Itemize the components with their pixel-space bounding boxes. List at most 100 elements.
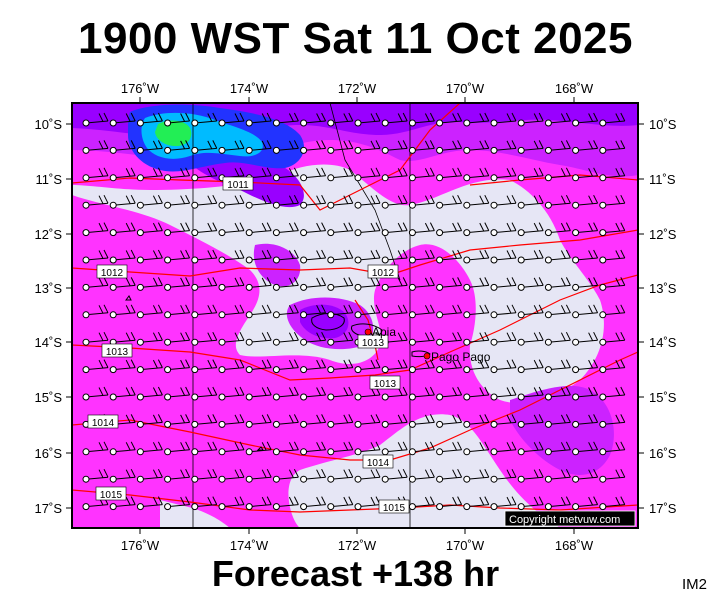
wind-barb [136,386,163,401]
wind-barb [109,496,136,511]
wind-barb [191,140,218,154]
wind-barb [218,194,245,209]
wind-barb [544,167,571,182]
wind-barb [544,277,571,291]
wind-barb [136,331,163,346]
wind-barb [436,386,463,401]
model-label: IM2 [681,576,707,593]
wind-barb [599,386,626,401]
wind-barb [354,441,381,456]
wind-barb [354,167,381,182]
wind-barb [463,468,490,483]
wind-barb [218,468,245,483]
wind-barb [164,194,191,209]
wind-barb [572,140,599,154]
wind-barb [599,277,626,291]
wind-barb [599,304,626,319]
wind-barb [599,441,626,456]
isobar-label: 1013 [369,375,401,390]
wind-barb [272,496,299,511]
wind-barb [245,441,272,456]
lat-label-left: 10˚S [35,117,63,132]
wind-barb [490,359,517,374]
wind-barb [354,359,381,374]
copyright-text: Copyright metvuw.com [509,514,620,526]
lat-label-right: 17˚S [649,501,677,516]
wind-barb [490,386,517,401]
wind-barb [300,331,327,346]
wind-barb [517,167,544,182]
lon-label-bottom: 172˚W [338,538,377,553]
wind-barb [436,277,463,291]
wind-barb [572,359,599,374]
wind-barb [490,277,517,291]
isobar-label: 1012 [96,264,128,279]
wind-barb [136,359,163,374]
lon-label-top: 168˚W [555,81,594,96]
isobar-label: 1012 [367,264,399,279]
wind-barb [544,222,571,237]
wind-barb [327,468,354,483]
wind-barb [436,331,463,346]
wind-barb [218,496,245,511]
isobar-label-text: 1014 [367,458,390,469]
lat-label-left: 14˚S [35,335,63,350]
wind-barb [82,112,109,127]
wind-barb [191,277,218,291]
tutuila-island [411,350,431,358]
wind-barb [191,496,218,511]
wind-barb [191,112,218,127]
wind-barb [300,386,327,401]
wind-barb [109,359,136,374]
wind-barbs [82,112,626,511]
lon-label-top: 176˚W [121,81,160,96]
wind-barb [327,441,354,456]
wind-barb [490,167,517,182]
wind-barb [82,249,109,264]
wind-barb [109,194,136,209]
isobar-label: 1015 [378,499,410,514]
wind-barb [82,441,109,456]
wind-barb [136,468,163,483]
wind-barb [191,222,218,237]
wind-barb [517,194,544,209]
wind-barb [218,222,245,237]
isobar-label: 1015 [95,486,127,501]
wind-barb [245,386,272,401]
place-markers: Apia Pago Pago [364,325,491,364]
rain-region-violet-south [510,385,614,475]
chart-title: 1900 WST Sat 11 Oct 2025 [78,14,633,63]
wind-barb [327,112,354,127]
wind-barb [436,496,463,511]
wind-barb [191,304,218,319]
wind-barb [245,414,272,428]
isobar-label-text: 1011 [227,180,249,191]
wind-barb [109,441,136,456]
wind-barb [300,304,327,319]
wind-barb [517,414,544,428]
wind-barb [408,304,435,319]
wind-barb [109,222,136,237]
wind-barb [544,359,571,374]
lat-label-left: 11˚S [36,172,63,187]
wind-barb [327,277,354,291]
wind-barb [245,331,272,346]
wind-barb [408,140,435,154]
wind-barb [300,167,327,182]
wind-barb [109,468,136,483]
wind-barb [354,222,381,237]
wind-barb [272,441,299,456]
wind-barb [463,496,490,511]
wind-barb [327,222,354,237]
wind-barb [300,359,327,374]
wind-barb [245,222,272,237]
forecast-label: Forecast +138 hr [211,553,500,594]
wind-barb [327,359,354,374]
wind-barb [82,167,109,182]
wind-barb [517,359,544,374]
wind-barb [245,249,272,264]
isobar-label-text: 1013 [374,379,397,390]
wind-barb [191,414,218,428]
wind-barb [300,277,327,291]
